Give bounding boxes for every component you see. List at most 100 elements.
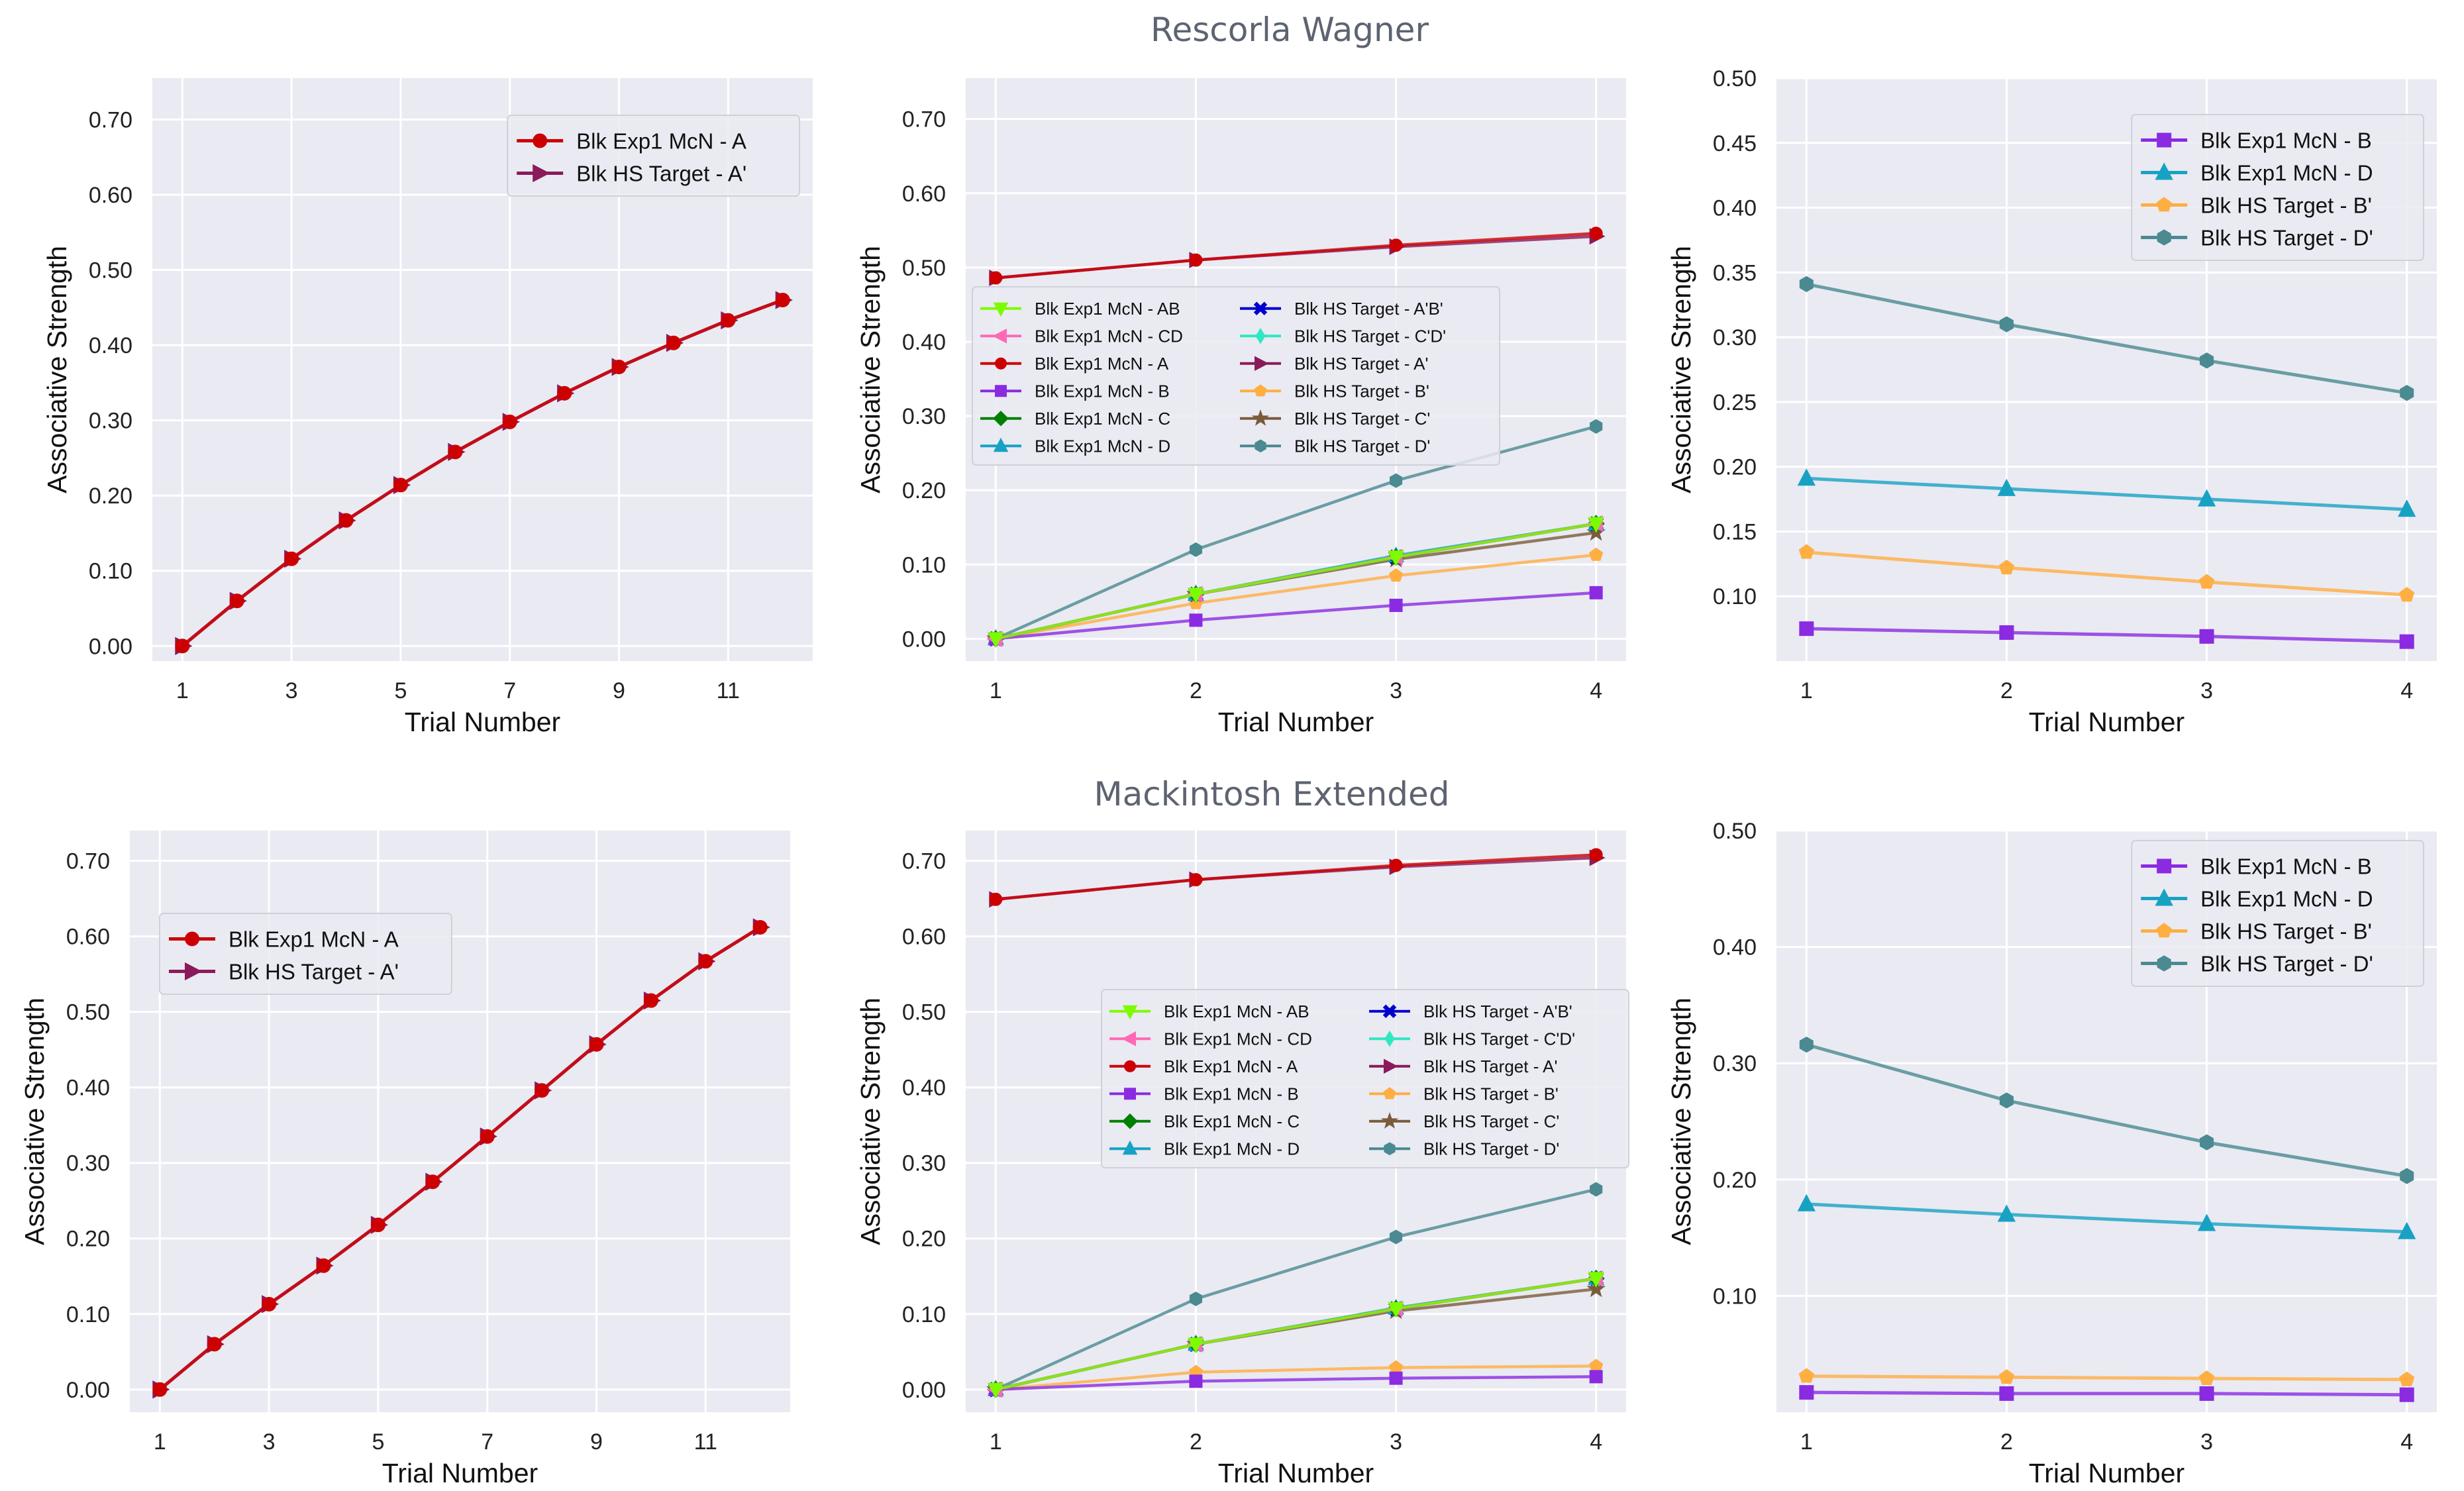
- y-tick-label: 0.40: [1713, 935, 1757, 960]
- data-point: [370, 1217, 385, 1233]
- y-tick-label: 0.40: [1713, 196, 1757, 221]
- series-line: [158, 925, 762, 1391]
- legend-swatch-marker: [1382, 1004, 1397, 1019]
- data-point: [2399, 587, 2415, 602]
- chart-rw_all: 0.00 0.10 0.20 0.30 0.40 0.50 0.60 0.70 1 2 3 4 Tria…: [855, 78, 1626, 737]
- series-line: [1806, 476, 2407, 511]
- y-tick-label: 0.60: [902, 925, 946, 950]
- x-tick-label: 1: [1800, 1429, 1813, 1455]
- legend-box: [2131, 114, 2424, 261]
- data-point: [2200, 352, 2214, 369]
- data-point: [1999, 625, 2014, 640]
- y-axis-label: Associative Strength: [855, 246, 886, 493]
- data-point: [989, 271, 1003, 285]
- series-line: [1806, 1043, 2408, 1178]
- data-point: [1586, 1279, 1606, 1298]
- y-tick-label: 0.10: [66, 1302, 110, 1327]
- data-point: [1588, 517, 1605, 533]
- data-point: [1187, 1337, 1204, 1354]
- data-point: [1589, 227, 1603, 240]
- legend-entry-blk-hs-target-dp: Blk HS Target - D': [1369, 1139, 1559, 1159]
- legend-swatch-marker: [993, 302, 1009, 317]
- data-point: [1389, 1371, 1403, 1385]
- y-tick-label: 0.10: [1713, 584, 1757, 609]
- data-point: [987, 1382, 1004, 1399]
- y-tick-label: 0.30: [89, 409, 132, 434]
- data-point: [448, 444, 463, 460]
- y-tick-label: 0.60: [902, 181, 946, 207]
- data-point: [2399, 1387, 2414, 1402]
- data-point: [1187, 588, 1204, 603]
- data-point: [987, 632, 1004, 648]
- data-point: [316, 1258, 331, 1273]
- data-point: [1590, 1182, 1603, 1197]
- legend-entry-blk-hs-target-ap: Blk HS Target - A': [169, 959, 399, 984]
- y-tick-label: 0.35: [1713, 260, 1757, 285]
- y-tick-label: 0.20: [66, 1227, 110, 1252]
- series-line: [995, 553, 1596, 641]
- y-tick-label: 0.40: [902, 1076, 946, 1101]
- legend-swatch-marker: [1253, 301, 1268, 316]
- series-blk-exp1-mcn-b: [1799, 1385, 2414, 1402]
- legend-entry-blk-hs-target-cpdp: Blk HS Target - C'D': [1369, 1029, 1575, 1049]
- legend-entry-blk-hs-target-dp: Blk HS Target - D': [2141, 225, 2373, 250]
- x-tick-label: 7: [481, 1429, 493, 1455]
- legend-swatch-marker: [2157, 229, 2171, 246]
- legend-swatch-marker: [1255, 439, 1266, 453]
- y-tick-label: 0.25: [1713, 390, 1757, 415]
- data-point: [1390, 1229, 1403, 1245]
- y-axis-label: Associative Strength: [42, 246, 72, 493]
- series-blk-exp1-mcn-ab: [987, 517, 1605, 648]
- data-point: [1589, 586, 1603, 599]
- legend-entry-blk-hs-target-bp: Blk HS Target - B': [1369, 1084, 1559, 1104]
- series-blk-exp1-mcn-d: [1797, 468, 2416, 517]
- series-line: [181, 298, 784, 648]
- x-tick-label: 4: [2400, 678, 2413, 703]
- legend-label: Blk HS Target - B': [1423, 1084, 1559, 1104]
- data-point: [480, 1129, 495, 1144]
- data-point: [2399, 1371, 2415, 1386]
- y-tick-label: 0.15: [1713, 519, 1757, 544]
- legend-box: [507, 115, 800, 197]
- x-axis-label: Trial Number: [382, 1458, 538, 1488]
- legend-label: Blk HS Target - A'B': [1294, 299, 1443, 319]
- y-tick-label: 0.60: [66, 925, 110, 950]
- y-tick-label: 0.00: [902, 1378, 946, 1403]
- data-point: [1389, 238, 1403, 252]
- y-tick-label: 0.50: [66, 1000, 110, 1025]
- legend-entry-blk-hs-target-ap: Blk HS Target - A': [517, 161, 746, 185]
- legend-swatch-marker: [1122, 1140, 1138, 1155]
- chart-me_bd: 0.10 0.20 0.30 0.40 0.50 1 2 3 4 Trial Number Asso…: [1666, 819, 2437, 1488]
- legend-label: Blk HS Target - C': [1423, 1111, 1559, 1131]
- x-tick-label: 2: [2000, 678, 2013, 703]
- legend-swatch-marker: [1254, 384, 1267, 397]
- legend-swatch-marker: [1255, 327, 1266, 344]
- y-tick-label: 0.10: [902, 552, 946, 578]
- legend-swatch-marker: [2157, 132, 2172, 148]
- legend-label: Blk Exp1 McN - C: [1164, 1111, 1300, 1131]
- legend-label: Blk HS Target - C'D': [1423, 1029, 1575, 1049]
- legend-entry-blk-exp1-mcn-a: Blk Exp1 McN - A: [1109, 1056, 1298, 1076]
- legend: Blk Exp1 McN - B Blk Exp1 McN - D Blk HS T…: [2131, 114, 2424, 261]
- data-point: [1797, 1194, 1816, 1211]
- series-line: [995, 1188, 1597, 1391]
- legend-label: Blk HS Target - D': [2200, 951, 2373, 976]
- data-point: [1799, 1036, 1814, 1053]
- data-point: [262, 1296, 277, 1311]
- legend-entry-blk-exp1-mcn-ab: Blk Exp1 McN - AB: [1109, 1002, 1309, 1021]
- data-point: [1590, 419, 1603, 434]
- legend-label: Blk Exp1 McN - A: [229, 927, 399, 951]
- x-tick-label: 1: [154, 1429, 166, 1455]
- data-point: [2199, 1386, 2214, 1401]
- series-line: [996, 1375, 1596, 1392]
- legend-swatch-marker: [1384, 1142, 1396, 1156]
- legend-label: Blk HS Target - D': [1294, 437, 1430, 456]
- data-point: [1390, 473, 1403, 488]
- series-line: [1806, 550, 2407, 597]
- data-point: [1799, 1385, 1814, 1400]
- legend-label: Blk HS Target - B': [1294, 382, 1429, 401]
- data-point: [1589, 547, 1604, 561]
- legend-label: Blk HS Target - D': [2200, 225, 2373, 250]
- legend-swatch-marker: [995, 357, 1007, 370]
- data-point: [1388, 1302, 1405, 1318]
